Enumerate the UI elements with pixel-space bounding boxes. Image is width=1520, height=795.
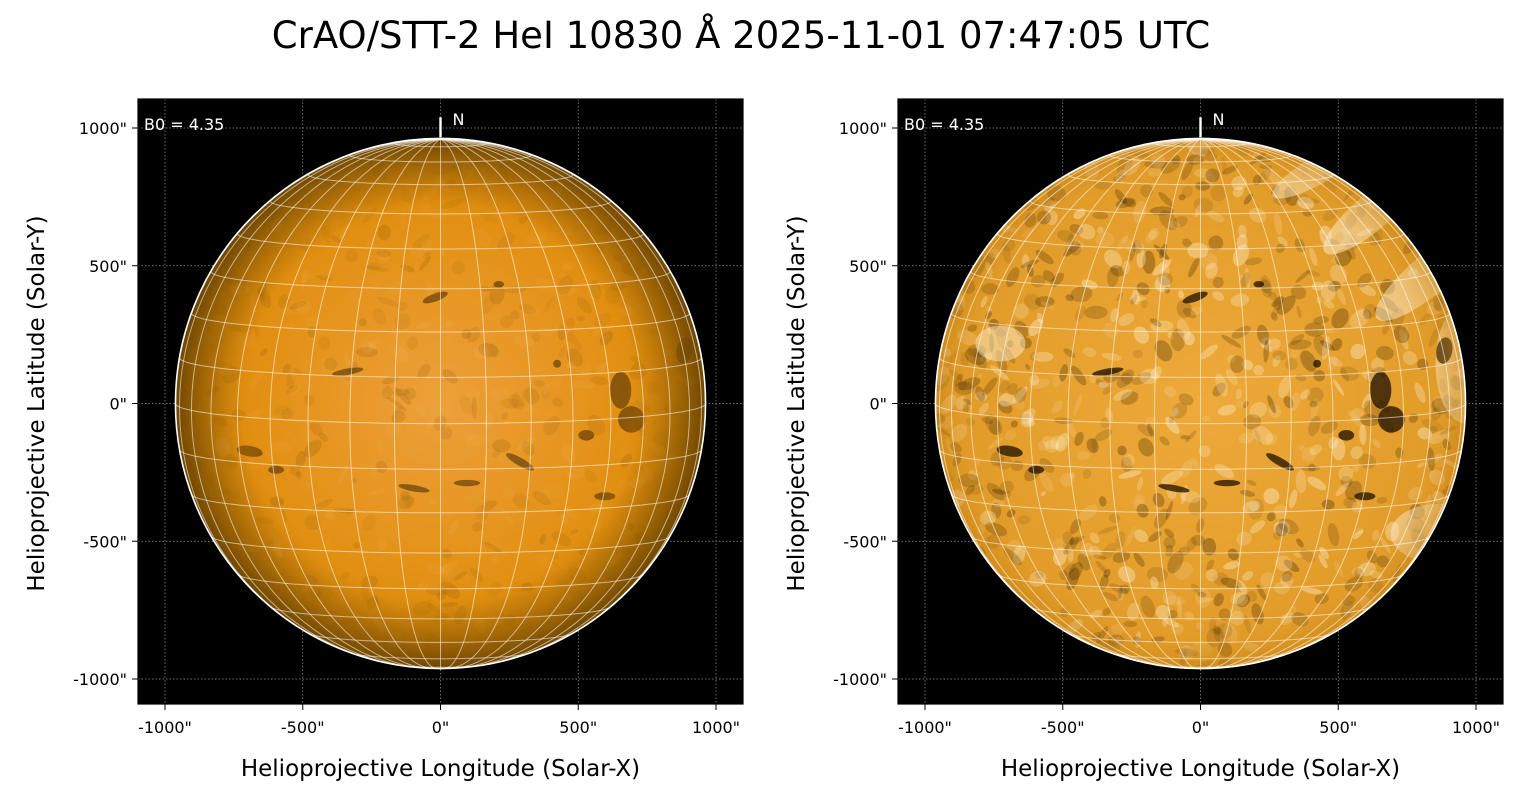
x-axis-label: Helioprojective Longitude (Solar-X): [1001, 756, 1400, 782]
x-tick-label: 500": [559, 718, 597, 737]
x-tick-label: -500": [281, 718, 325, 737]
y-tick-label: -500": [83, 532, 127, 551]
y-axis-label: Helioprojective Latitude (Solar-Y): [24, 215, 50, 591]
x-tick-label: 1000": [1452, 718, 1500, 737]
y-tick-label: 0": [109, 395, 127, 414]
y-axis-label: Helioprojective Latitude (Solar-Y): [784, 215, 810, 591]
x-tick-label: -1000": [138, 718, 192, 737]
y-tick-label: -1000": [73, 670, 127, 689]
x-tick-label: -500": [1041, 718, 1085, 737]
b0-label: B0 = 4.35: [144, 115, 224, 134]
figure-title: CrAO/STT-2 HeI 10830 Å 2025-11-01 07:47:…: [271, 14, 1211, 57]
x-tick-label: 500": [1319, 718, 1357, 737]
x-tick-label: -1000": [898, 718, 952, 737]
y-tick-label: -500": [843, 532, 887, 551]
y-tick-label: 500": [89, 257, 127, 276]
y-tick-label: 0": [869, 395, 887, 414]
heliographic-grid: [935, 138, 1466, 669]
right-panel: N B0 = 4.35 -1000" -500" 0" 500" 1000" 1000" 500…: [784, 98, 1504, 782]
y-tick-label: 500": [849, 257, 887, 276]
left-panel: N B0 = 4.35 -1000" -500" 0" 500" 1000" 1000" 500…: [24, 98, 744, 782]
y-tick-label: 1000": [839, 119, 887, 138]
x-axis-label: Helioprojective Longitude (Solar-X): [241, 756, 640, 782]
x-tick-label: 1000": [692, 718, 740, 737]
x-tick-label: 0": [432, 718, 450, 737]
y-tick-label: 1000": [79, 119, 127, 138]
limb-circle: [174, 137, 707, 670]
north-label: N: [453, 110, 465, 129]
x-tick-label: 0": [1192, 718, 1210, 737]
heliographic-grid: [175, 138, 706, 669]
b0-label: B0 = 4.35: [904, 115, 984, 134]
y-tick-label: -1000": [833, 670, 887, 689]
limb-circle: [934, 137, 1467, 670]
north-label: N: [1213, 110, 1225, 129]
